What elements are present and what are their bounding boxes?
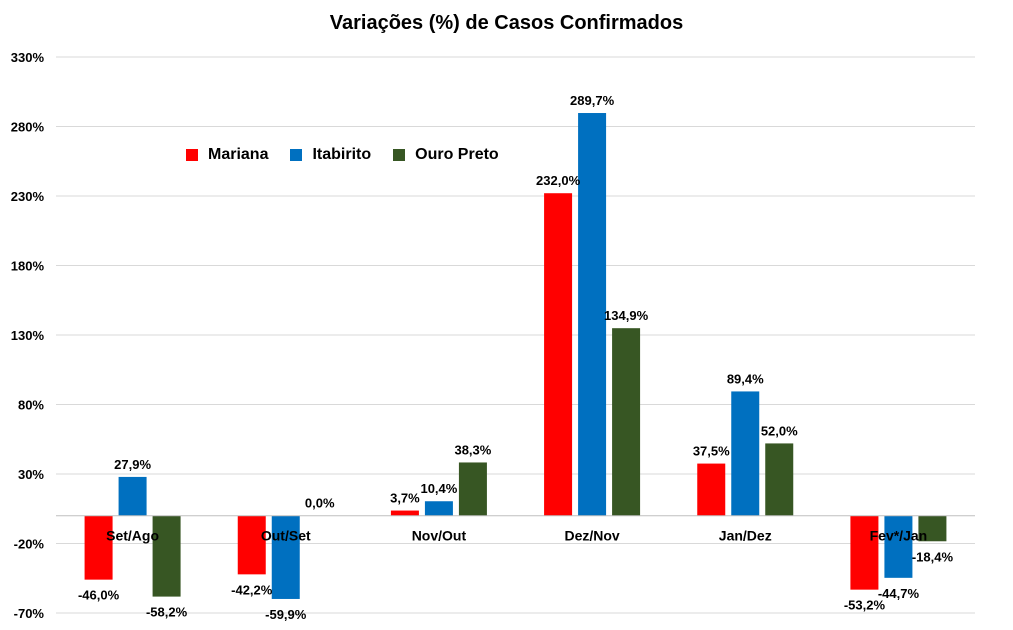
y-tick-label: -70% (14, 606, 45, 621)
category-label-out-set: Out/Set (261, 528, 311, 544)
y-tick-label: 280% (11, 120, 45, 135)
data-label-ouro-preto-dez-nov: 134,9% (604, 308, 649, 323)
bar-itabirito-nov-out (424, 501, 453, 516)
legend-item-itabirito: Itabirito (290, 146, 371, 164)
bar-mariana-dez-nov (544, 193, 573, 516)
bar-mariana-fev-jan (850, 515, 879, 590)
y-tick-label: 180% (11, 259, 45, 274)
data-label-ouro-preto-fev-jan: -18,4% (912, 549, 954, 564)
legend-swatch-mariana (186, 149, 198, 161)
bar-itabirito-dez-nov (578, 113, 607, 516)
category-labels: Set/Ago Out/Set Nov/Out Dez/Nov Jan/Dez Fev*/… (106, 528, 927, 544)
data-label-ouro-preto-out-set: 0,0% (305, 496, 335, 511)
legend-swatch-ouro-preto (393, 149, 406, 161)
legend-label-itabirito: Itabirito (312, 146, 372, 163)
bar-mariana-set-ago (84, 515, 113, 580)
chart-title: Variações (%) de Casos Confirmados (329, 12, 684, 34)
data-label-itabirito-jan-dez: 89,4% (727, 371, 764, 386)
data-label-mariana-set-ago: -46,0% (78, 588, 120, 603)
data-label-mariana-out-set: -42,2% (231, 582, 273, 597)
bar-itabirito-jan-dez (731, 391, 760, 516)
y-tick-label: 130% (11, 328, 45, 343)
data-label-ouro-preto-nov-out: 38,3% (454, 442, 491, 457)
legend-swatch-itabirito (290, 149, 303, 161)
y-tick-label: -20% (14, 537, 45, 552)
data-label-mariana-dez-nov: 232,0% (536, 173, 581, 188)
bar-ouro-preto-jan-dez (765, 443, 794, 516)
bar-itabirito-out-set (271, 515, 300, 599)
data-label-ouro-preto-jan-dez: 52,0% (761, 423, 798, 438)
data-label-ouro-preto-set-ago: -58,2% (146, 605, 188, 620)
data-label-mariana-fev-jan: -53,2% (844, 598, 886, 613)
bars (84, 113, 947, 599)
category-label-jan-dez: Jan/Dez (719, 528, 772, 544)
category-label-fev-jan: Fev*/Jan (870, 528, 928, 544)
gridlines (56, 56, 975, 614)
bar-mariana-out-set (237, 515, 266, 575)
y-axis-ticks: -70% -20% 30% 80% 130% 180% 230% 280% 330% (11, 50, 45, 621)
legend-item-mariana: Mariana (186, 146, 268, 164)
bar-mariana-jan-dez (697, 463, 726, 516)
bar-ouro-preto-dez-nov (612, 328, 641, 516)
y-tick-label: 330% (11, 50, 45, 65)
bar-ouro-preto-set-ago (152, 515, 181, 597)
legend: Mariana Itabirito Ouro Preto (186, 146, 499, 164)
bar-ouro-preto-nov-out (458, 462, 487, 516)
data-label-itabirito-fev-jan: -44,7% (878, 586, 920, 601)
y-tick-label: 80% (18, 398, 44, 413)
y-tick-label: 230% (11, 189, 45, 204)
category-label-set-ago: Set/Ago (106, 528, 159, 544)
bar-itabirito-set-ago (118, 476, 147, 516)
bar-mariana-nov-out (390, 510, 419, 516)
data-label-mariana-nov-out: 3,7% (390, 491, 420, 506)
data-label-itabirito-set-ago: 27,9% (114, 457, 151, 472)
data-labels: -46,0% 27,9% -58,2% -42,2% -59,9% 0,0% 3,7%10,… (78, 93, 953, 622)
category-label-dez-nov: Dez/Nov (564, 528, 619, 544)
category-label-nov-out: Nov/Out (412, 528, 467, 544)
data-label-itabirito-dez-nov: 289,7% (570, 93, 615, 108)
legend-label-mariana: Mariana (208, 146, 269, 163)
bar-ouro-preto-fev-jan (918, 515, 947, 542)
data-label-itabirito-out-set: -59,9% (265, 607, 307, 622)
data-label-itabirito-nov-out: 10,4% (420, 481, 457, 496)
bar-itabirito-fev-jan (884, 515, 913, 578)
data-label-mariana-jan-dez: 37,5% (693, 444, 730, 459)
legend-item-ouro-preto: Ouro Preto (393, 146, 499, 164)
y-tick-label: 30% (18, 467, 44, 482)
legend-label-ouro-preto: Ouro Preto (415, 146, 499, 163)
